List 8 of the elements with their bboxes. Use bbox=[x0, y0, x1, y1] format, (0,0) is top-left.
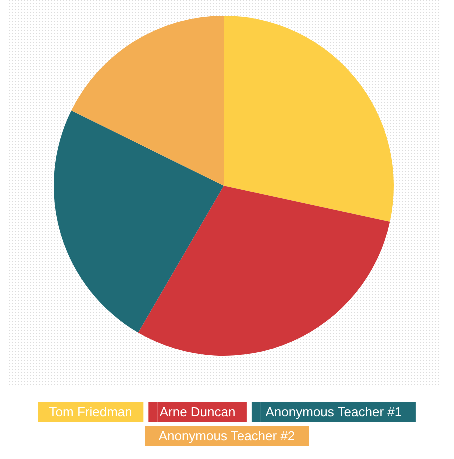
legend-label: Anonymous Teacher #2 bbox=[158, 428, 296, 444]
pie-slice bbox=[224, 16, 394, 222]
legend-label: Tom Friedman bbox=[49, 404, 132, 420]
pie-slice bbox=[138, 186, 390, 356]
pie-slice bbox=[54, 110, 224, 333]
pie-slice bbox=[72, 16, 224, 186]
legend-label: Anonymous Teacher #1 bbox=[266, 404, 402, 420]
legend-label: Arne Duncan bbox=[160, 404, 236, 420]
